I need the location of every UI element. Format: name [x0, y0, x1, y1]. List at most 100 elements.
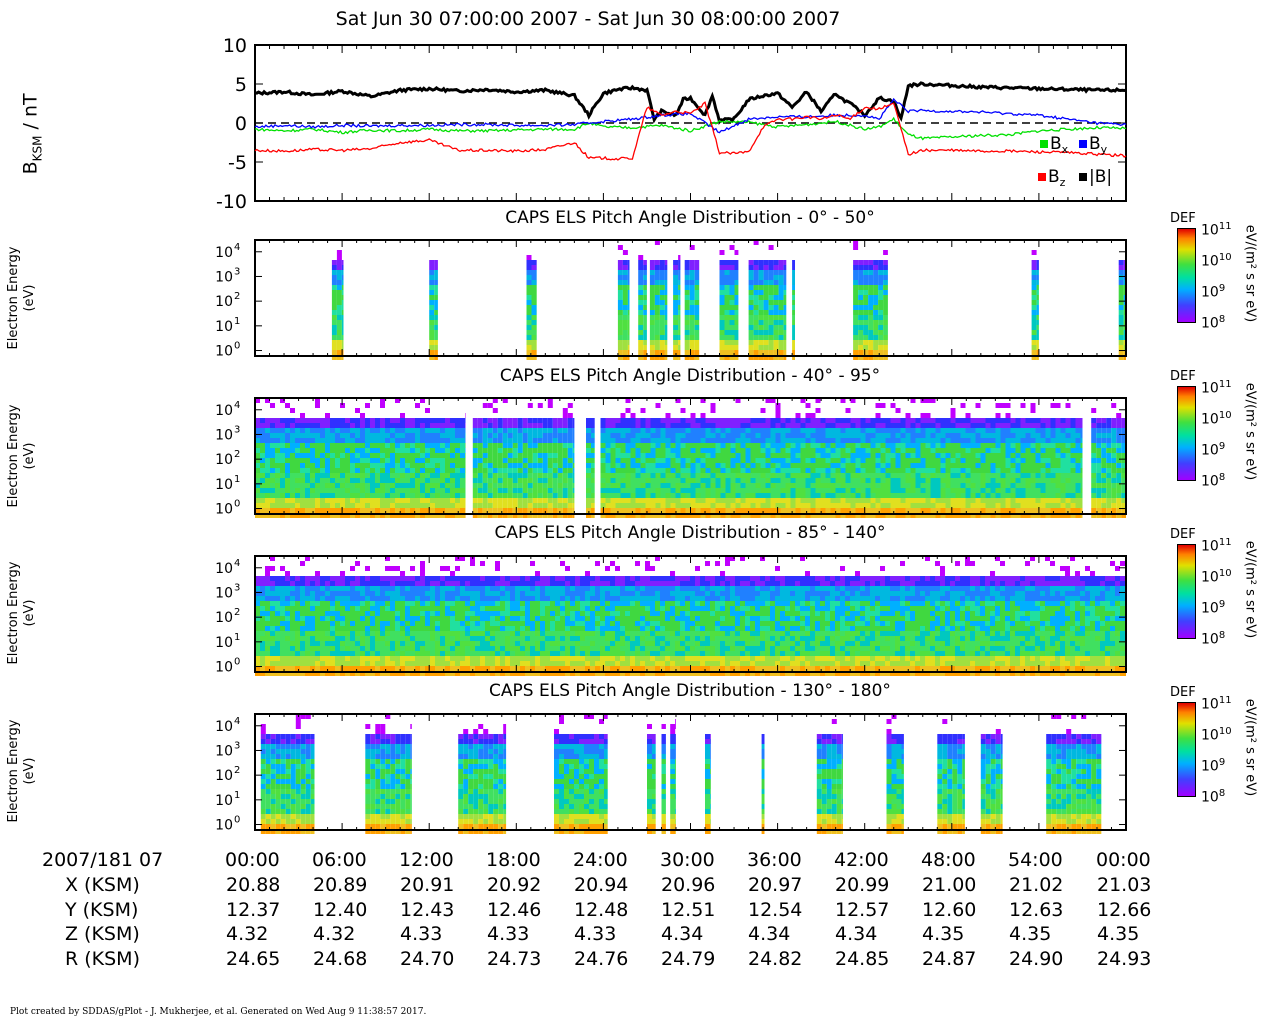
spectrogram-cell: [1045, 503, 1051, 508]
spectrogram-cell: [295, 513, 300, 518]
spectrogram-cell: [255, 503, 260, 508]
spectrogram-cell: [1050, 458, 1056, 463]
spectrogram-cell: [853, 265, 859, 270]
spectrogram-cell: [890, 458, 896, 463]
spectrogram-cell: [605, 513, 611, 518]
spectrogram-cell: [1121, 438, 1126, 443]
spectrogram-cell: [868, 340, 874, 345]
spectrogram-cell: [1118, 270, 1124, 275]
spectrogram-cell: [1116, 463, 1122, 468]
spectrogram-cell: [420, 468, 425, 473]
spectrogram-cell: [341, 350, 344, 355]
spectrogram-cell: [970, 493, 976, 498]
spectrogram-cell: [450, 453, 455, 458]
spectrogram-cell: [622, 280, 628, 285]
spectrogram-cell: [429, 315, 435, 320]
spectrogram-cell: [970, 428, 976, 433]
spectrogram-cell: [880, 503, 886, 508]
spectrogram-cell: [900, 418, 906, 423]
spectrogram-cell: [760, 473, 766, 478]
spectrogram-cell: [940, 458, 946, 463]
spectrogram-cell: [995, 473, 1001, 478]
spectrogram-cell: [305, 428, 310, 433]
spectrogram-cell: [763, 270, 769, 275]
spectrogram-cell: [390, 498, 395, 503]
spectrogram-cell: [325, 503, 330, 508]
spectrogram-cell: [740, 418, 746, 423]
spectrogram-cell: [1020, 433, 1026, 438]
spectrogram-cell: [649, 325, 655, 330]
spectrogram-cell: [970, 488, 976, 493]
spectrogram-cell: [925, 498, 931, 503]
spectrogram-cell: [255, 418, 260, 423]
spectrogram-cell: [790, 488, 796, 493]
spectrogram-cell: [910, 443, 916, 448]
spectrogram-cell: [765, 438, 771, 443]
spectrogram-cell: [638, 280, 644, 285]
spectrogram-cell: [880, 508, 886, 513]
spectrogram-cell: [360, 443, 365, 448]
spectrogram-cell: [868, 355, 874, 360]
spectrogram-cell: [725, 458, 731, 463]
spectrogram-cell: [760, 478, 766, 483]
spectrogram-cell: [537, 418, 543, 423]
spectrogram-cell: [492, 463, 498, 468]
spectrogram-cell: [517, 458, 523, 463]
spectrogram-cell: [440, 448, 445, 453]
spectrogram-cell: [305, 508, 310, 513]
spectrogram-cell: [435, 478, 440, 483]
spectrogram-cell: [455, 488, 460, 493]
spectrogram-cell: [627, 310, 630, 315]
spectrogram-cell: [610, 448, 616, 453]
spectrogram-cell: [955, 473, 961, 478]
spectrogram-cell: [878, 270, 884, 275]
spectrogram-cell: [790, 473, 796, 478]
spectrogram-cell: [863, 350, 869, 355]
spectrogram-cell: [735, 428, 741, 433]
spectrogram-cell: [512, 423, 518, 428]
spectrogram-cell: [995, 513, 1001, 518]
spectrogram-cell: [1060, 443, 1066, 448]
spectrogram-cell: [460, 428, 465, 433]
spectrogram-cell: [1035, 513, 1041, 518]
spectrogram-cell: [753, 345, 759, 350]
spectrogram-cell: [790, 438, 796, 443]
spectrogram-cell: [522, 488, 528, 493]
spectrogram-cell: [270, 666, 275, 671]
spectrogram-cell: [600, 463, 606, 468]
spectrogram-cell: [915, 473, 921, 478]
spectrogram-cell: [785, 478, 791, 483]
spectrogram-cell: [695, 453, 701, 458]
spectrogram-cell: [522, 513, 528, 518]
spectrogram-cell: [735, 473, 741, 478]
spectrogram-cell: [638, 340, 644, 345]
spectrogram-cell: [810, 428, 816, 433]
spectrogram-cell: [783, 295, 787, 300]
spectrogram-cell: [610, 418, 616, 423]
spectrogram-cell: [860, 418, 866, 423]
spectrogram-cell: [1070, 498, 1076, 503]
spectrogram-cell: [840, 398, 846, 403]
spectrogram-cell: [960, 468, 966, 473]
spectrogram-cell: [341, 260, 344, 265]
spectrogram-cell: [430, 503, 435, 508]
spectrogram-cell: [482, 443, 488, 448]
spectrogram-cell: [638, 265, 644, 270]
spectrogram-cell: [675, 503, 681, 508]
spectrogram-cell: [455, 453, 460, 458]
spectrogram-cell: [375, 498, 380, 503]
spectrogram-cell: [600, 418, 606, 423]
spectrogram-cell: [920, 428, 926, 433]
spectrogram-cell: [270, 478, 275, 483]
spectrogram-cell: [562, 463, 568, 468]
spectrogram-cell: [720, 498, 726, 503]
spectrogram-cell: [915, 468, 921, 473]
spectrogram-cell: [680, 508, 686, 513]
spectrogram-cell: [586, 443, 591, 448]
spectrogram-cell: [572, 418, 575, 423]
spectrogram-cell: [875, 403, 881, 408]
spectrogram-cell: [890, 453, 896, 458]
spectrogram-cell: [985, 513, 991, 518]
spectrogram-cell: [400, 443, 405, 448]
